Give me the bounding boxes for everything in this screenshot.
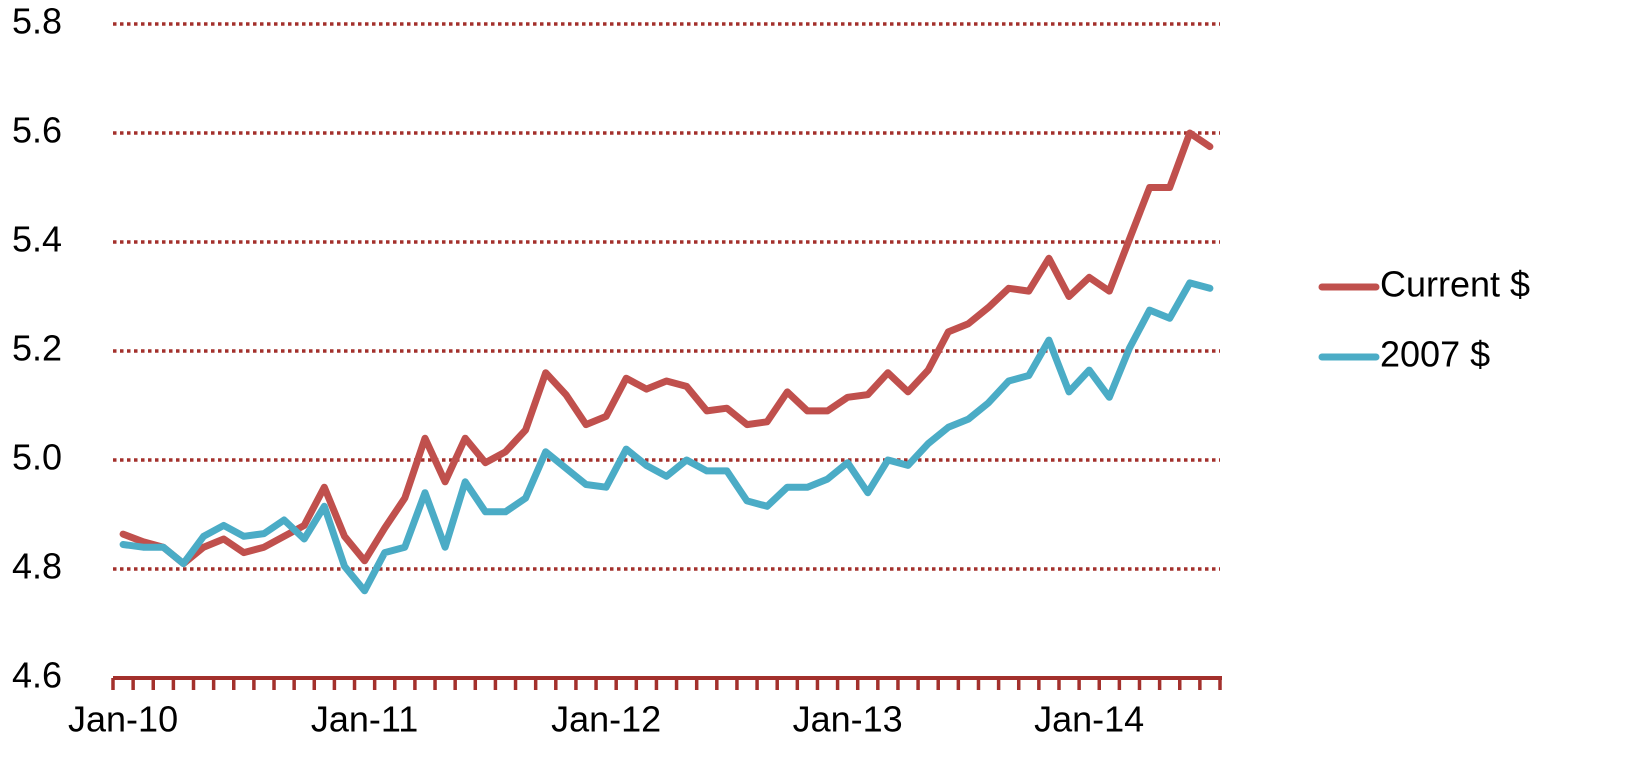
x-tick-label: Jan-10 (68, 699, 178, 740)
series-line (119, 129, 1214, 568)
y-tick-label: 4.6 (12, 655, 62, 696)
x-tick-label: Jan-13 (793, 699, 903, 740)
x-tick-label: Jan-11 (311, 699, 418, 740)
series-line (119, 279, 1214, 595)
y-tick-label: 5.2 (12, 328, 62, 369)
x-tick-label: Jan-14 (1034, 699, 1144, 740)
y-tick-label: 5.4 (12, 219, 62, 260)
legend-label: 2007 $ (1380, 334, 1490, 375)
y-tick-label: 5.8 (12, 1, 62, 42)
x-tick-label: Jan-12 (551, 699, 661, 740)
y-tick-label: 5.0 (12, 437, 62, 478)
y-tick-label: 4.8 (12, 546, 62, 587)
y-tick-label: 5.6 (12, 110, 62, 151)
legend-label: Current $ (1380, 264, 1530, 305)
